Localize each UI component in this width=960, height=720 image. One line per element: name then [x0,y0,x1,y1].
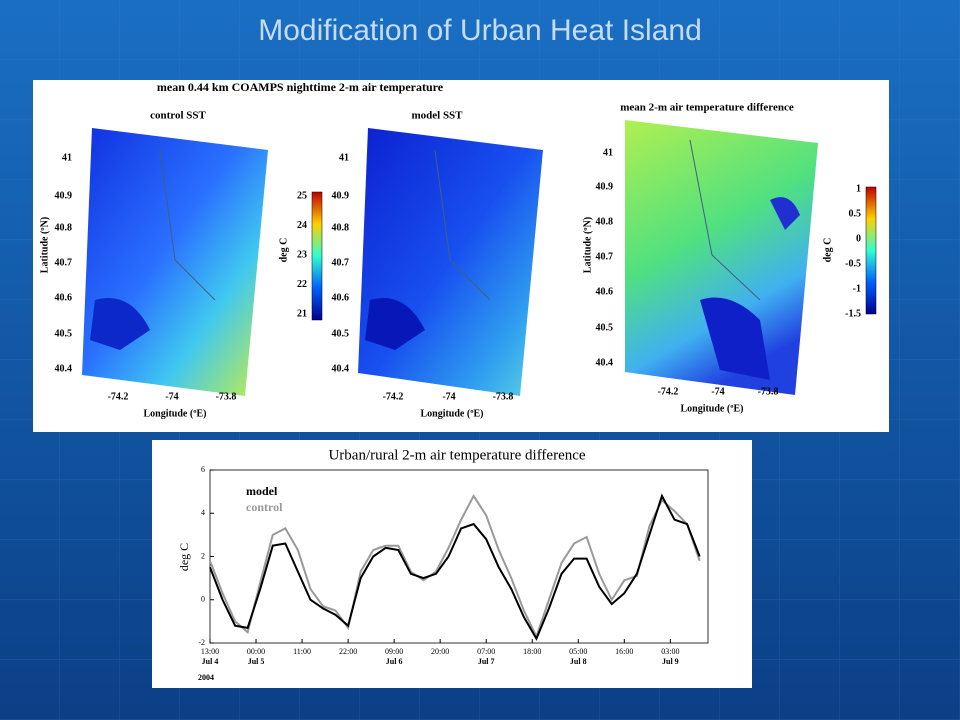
series-line [209,493,701,640]
map-feature [365,298,425,350]
x-tick-label: 00:00 [247,647,265,656]
map-control [82,128,268,396]
x-tick-label: 05:00 [569,647,587,656]
colorbar-label: deg C [278,238,289,263]
y-tick-label: 4 [201,508,205,517]
lat-tick-label: 40.6 [596,286,614,297]
map-feature [700,297,770,380]
x-axis-label: Longitude (ºE) [680,403,743,414]
series-line [209,493,701,641]
colorbar-tick-label: 1 [856,183,861,194]
map-difference [625,120,818,395]
lat-tick-label: 40.9 [332,190,350,201]
map-model [358,128,543,396]
chart-panel [152,440,752,688]
date-label: Jul 8 [570,657,587,666]
x-tick-label: 16:00 [615,647,633,656]
lon-tick-label: -74.2 [383,391,404,402]
map-subtitle: control SST [150,110,206,122]
chart-title: Urban/rural 2-m air temperature differen… [328,447,585,463]
lat-tick-label: 40.6 [55,292,73,303]
colorbar-tick-label: 23 [297,249,307,260]
lat-tick-label: 40.4 [596,357,614,368]
lon-tick-label: -74 [165,391,178,402]
colorbar [865,186,877,315]
lat-tick-label: 40.8 [55,222,73,233]
x-axis-label: Longitude (ºE) [143,408,206,419]
slide-title: Modification of Urban Heat Island [258,14,702,47]
x-tick-label: 07:00 [477,647,495,656]
date-label: Jul 9 [662,657,679,666]
map-subtitle: model SST [411,110,463,122]
x-tick-label: 18:00 [523,647,541,656]
maps-title: mean 0.44 km COAMPS nighttime 2-m air te… [157,80,444,94]
date-label: Jul 5 [248,657,265,666]
y-axis-label: deg C [177,543,191,571]
coastline [159,139,761,301]
colorbar-tick-label: -0.5 [845,258,861,269]
lon-tick-label: -74 [442,391,455,402]
y-tick-label: 2 [201,551,205,560]
lat-tick-label: 40.9 [55,190,73,201]
colorbar-label: deg C [822,238,833,263]
x-tick-label: 11:00 [293,647,311,656]
date-label: Jul 4 [202,657,219,666]
lon-tick-label: -73.8 [216,391,237,402]
legend-entry: control [246,500,283,514]
map-feature [90,298,150,350]
lon-tick-label: -74.2 [108,391,129,402]
lat-tick-label: 40.7 [55,257,73,268]
y-tick-label: 0 [201,595,205,604]
lat-tick-label: 40.5 [596,322,614,333]
x-tick-label: 03:00 [661,647,679,656]
lat-tick-label: 40.9 [596,181,614,192]
lat-tick-label: 40.5 [332,328,350,339]
y-axis-label: Latitude (ºN) [39,217,50,273]
x-tick-label: 22:00 [339,647,357,656]
lat-tick-label: 41 [603,147,613,158]
year-label: 2004 [198,673,214,682]
lat-tick-label: 40.7 [332,257,350,268]
colorbar-tick-label: 0 [856,233,861,244]
y-tick-label: -2 [198,638,205,647]
colorbar-tick-label: 25 [297,190,307,201]
lat-tick-label: 40.4 [55,363,73,374]
lat-tick-label: 40.8 [332,222,350,233]
x-tick-label: 13:00 [201,647,219,656]
colorbar-tick-label: -1 [853,283,861,294]
lon-tick-label: -73.8 [758,386,779,397]
lat-tick-label: 40.6 [332,292,350,303]
lat-tick-label: 40.4 [332,363,350,374]
lat-tick-label: 40.5 [55,328,73,339]
y-axis-label: Latitude (ºN) [582,217,593,273]
lat-tick-label: 40.7 [596,251,614,262]
colorbar [311,191,323,321]
x-axis-label: Longitude (ºE) [420,408,483,419]
y-tick-label: 6 [201,465,205,474]
map-feature [770,197,800,230]
lon-tick-label: -74.2 [658,386,679,397]
lat-tick-label: 41 [339,152,349,163]
lon-tick-label: -73.8 [493,391,514,402]
x-tick-label: 20:00 [431,647,449,656]
lon-tick-label: -74 [711,386,724,397]
colorbar-tick-label: 0.5 [849,208,862,219]
colorbar-tick-label: -1.5 [845,308,861,319]
lat-tick-label: 41 [62,152,72,163]
colorbar-tick-label: 24 [297,220,307,231]
map-subtitle: mean 2-m air temperature difference [620,102,794,114]
colorbar-tick-label: 21 [297,308,307,319]
date-label: Jul 6 [386,657,403,666]
colorbar-tick-label: 22 [297,279,307,290]
date-label: Jul 7 [478,657,495,666]
x-tick-label: 09:00 [385,647,403,656]
legend-entry: model [246,484,278,498]
lat-tick-label: 40.8 [596,216,614,227]
